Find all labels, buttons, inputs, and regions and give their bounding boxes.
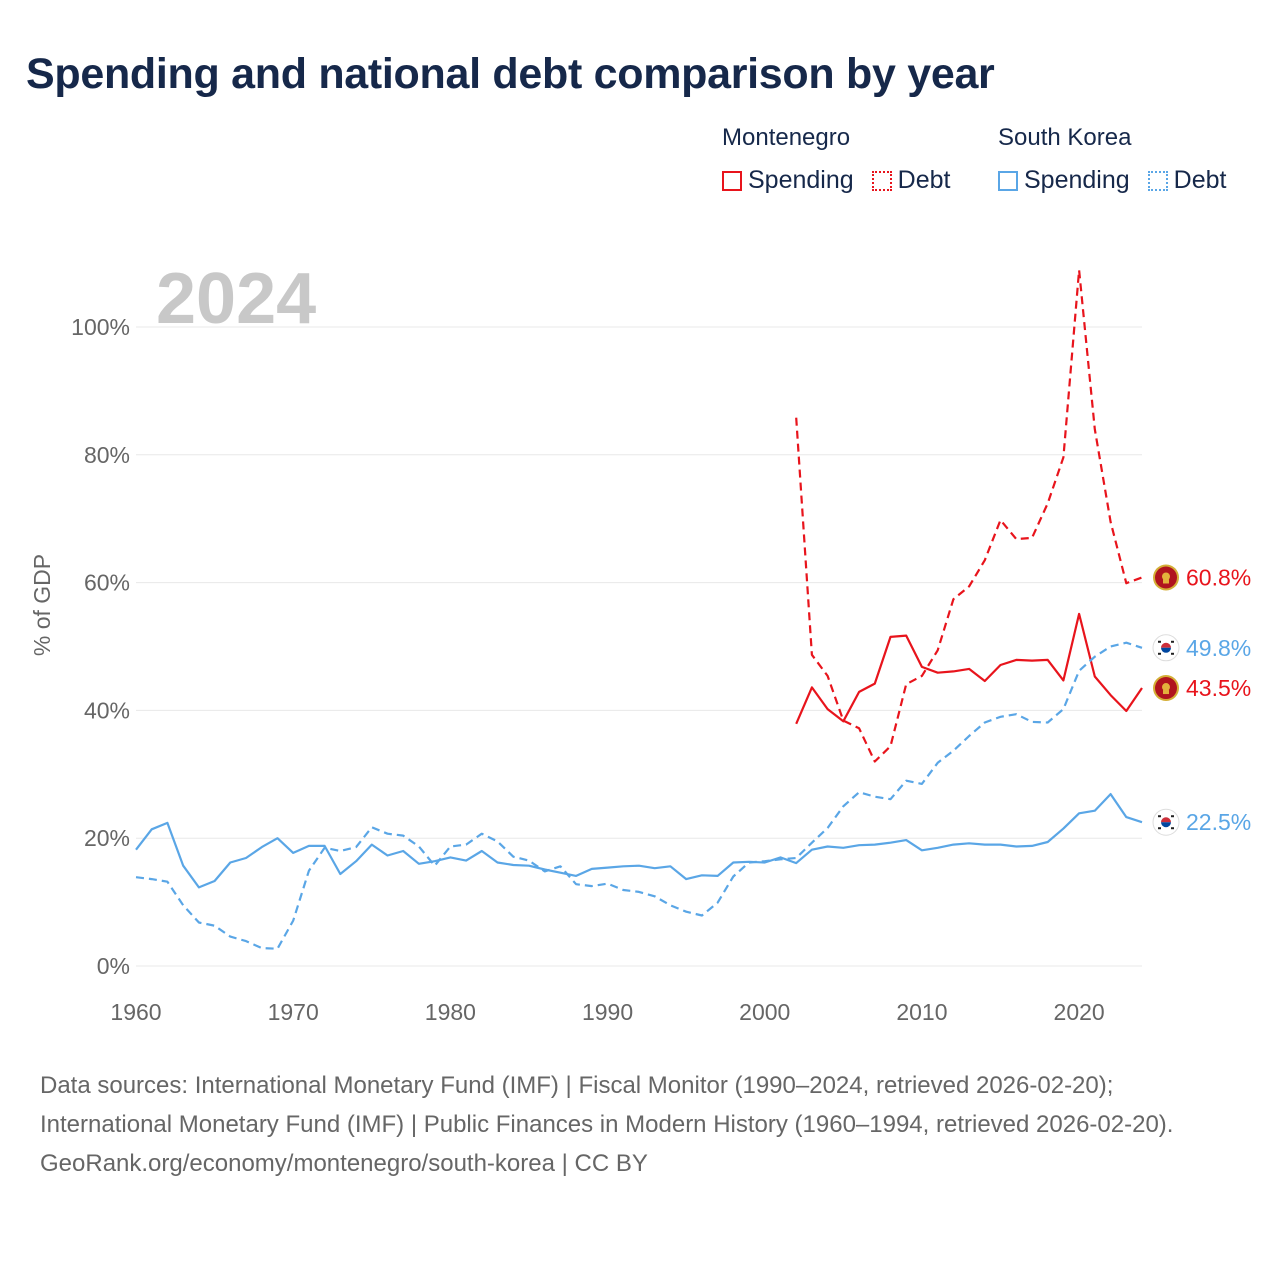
y-tick-label: 0% — [97, 953, 130, 979]
y-axis-label: % of GDP — [29, 554, 55, 656]
x-tick-label: 2010 — [896, 999, 947, 1025]
y-tick-label: 40% — [84, 697, 130, 723]
legend-swatch-solid — [722, 170, 742, 191]
x-tick-label: 1960 — [110, 999, 161, 1025]
legend-group-montenegro: Montenegro Spending Debt — [722, 124, 950, 195]
end-value-label: 43.5% — [1186, 675, 1251, 701]
end-labels: 43.5% 60.8% 22.5% 49.8% — [1152, 564, 1251, 836]
series-line[interactable] — [795, 269, 1143, 763]
legend-group-name: Montenegro — [722, 124, 851, 151]
x-tick-label: 1980 — [425, 999, 476, 1025]
legend-item-south-korea-debt[interactable]: Debt — [1147, 166, 1227, 195]
legend-swatch-dotted — [871, 170, 892, 191]
x-tick-label: 2000 — [739, 999, 790, 1025]
gridlines — [136, 326, 1142, 967]
legend-label: Debt — [897, 166, 951, 194]
legend-swatch-solid — [998, 170, 1018, 191]
y-axis: 0% 20% 40% 60% 80% 100% — [71, 314, 130, 979]
legend-swatch-dotted — [1147, 170, 1168, 191]
end-value-label: 49.8% — [1186, 635, 1251, 661]
legend-item-montenegro-spending[interactable]: Spending — [722, 166, 854, 195]
y-tick-label: 80% — [84, 442, 130, 468]
x-tick-label: 1990 — [582, 999, 633, 1025]
legend-label: Spending — [748, 166, 854, 194]
chart-title: Spending and national debt comparison by… — [26, 50, 995, 98]
y-tick-label: 20% — [84, 825, 130, 851]
legend-item-south-korea-spending[interactable]: Spending — [998, 166, 1130, 195]
series-lines — [135, 269, 1143, 950]
x-tick-label: 2020 — [1054, 999, 1105, 1025]
x-tick-label: 1970 — [268, 999, 319, 1025]
line-chart: 2024 0% 20% 40% 60% 80% 100% 1960 1970 1980 1990… — [29, 259, 1251, 1025]
legend-label: Spending — [1024, 166, 1130, 194]
end-value-label: 60.8% — [1186, 564, 1251, 590]
x-axis: 1960 1970 1980 1990 2000 2010 2020 — [110, 999, 1104, 1025]
legend-label: Debt — [1173, 166, 1227, 194]
data-sources: Data sources: International Monetary Fun… — [40, 1072, 1174, 1138]
watermark-year: 2024 — [156, 259, 316, 339]
montenegro-flag-icon — [1153, 675, 1179, 702]
montenegro-flag-icon — [1153, 564, 1179, 591]
legend-group-south-korea: South Korea Spending Debt — [998, 124, 1226, 195]
series-line[interactable] — [795, 612, 1143, 725]
end-value-label: 22.5% — [1186, 809, 1251, 835]
credit-link[interactable]: GeoRank.org/economy/montenegro/south-kor… — [40, 1150, 648, 1177]
south-korea-flag-icon — [1152, 634, 1180, 662]
legend-item-montenegro-debt[interactable]: Debt — [871, 166, 951, 195]
footer: Data sources: International Monetary Fun… — [40, 1066, 1250, 1183]
series-line[interactable] — [135, 641, 1143, 950]
legend-group-name: South Korea — [998, 124, 1132, 151]
y-tick-label: 60% — [84, 570, 130, 596]
y-tick-label: 100% — [71, 314, 130, 340]
south-korea-flag-icon — [1152, 808, 1180, 836]
series-line[interactable] — [135, 792, 1143, 889]
